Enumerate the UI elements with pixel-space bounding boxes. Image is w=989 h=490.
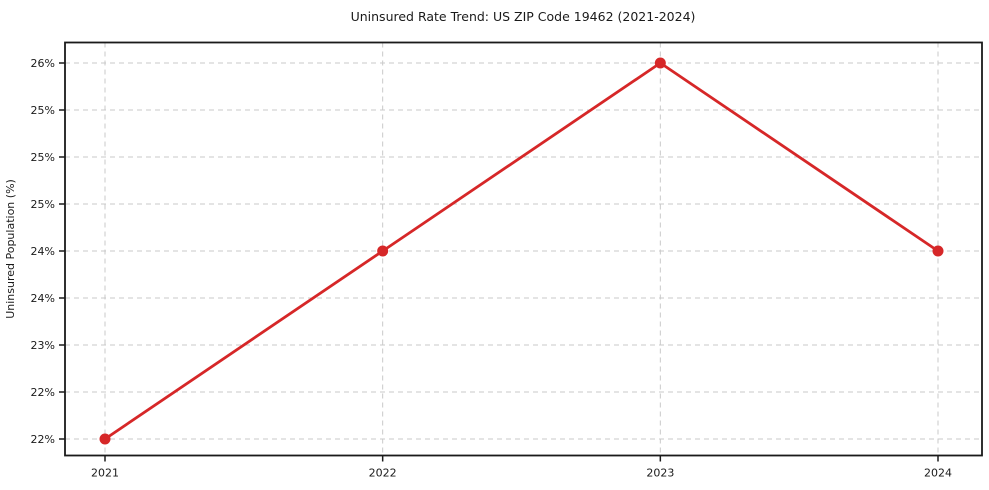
- axis-layer: 22% 22% 23% 24% 24% 25% 25% 25% 26% 2021 2022 2023 2…: [31, 41, 983, 480]
- data-point-marker: [654, 57, 666, 69]
- data-point-marker: [99, 433, 111, 445]
- grid-layer: [65, 42, 982, 456]
- y-tick-label: 22%: [31, 386, 55, 399]
- y-tick-label: 23%: [31, 339, 55, 352]
- chart-title: Uninsured Rate Trend: US ZIP Code 19462 …: [351, 9, 696, 24]
- data-point-marker: [932, 245, 944, 257]
- y-tick-label: 22%: [31, 433, 55, 446]
- trend-line-series: [99, 57, 944, 445]
- data-point-marker: [377, 245, 389, 257]
- plot-border: [64, 41, 983, 457]
- y-tick-label: 25%: [31, 151, 55, 164]
- y-axis-label: Uninsured Population (%): [4, 179, 17, 319]
- trend-line: [103, 61, 940, 441]
- x-tick-label: 2021: [91, 467, 119, 480]
- y-tick-label: 26%: [31, 57, 55, 70]
- y-tick-label: 24%: [31, 245, 55, 258]
- x-tick-label: 2024: [924, 467, 952, 480]
- y-tick-label: 25%: [31, 198, 55, 211]
- y-tick-label: 25%: [31, 104, 55, 117]
- y-tick-label: 24%: [31, 292, 55, 305]
- x-tick-label: 2022: [369, 467, 397, 480]
- x-tick-label: 2023: [646, 467, 674, 480]
